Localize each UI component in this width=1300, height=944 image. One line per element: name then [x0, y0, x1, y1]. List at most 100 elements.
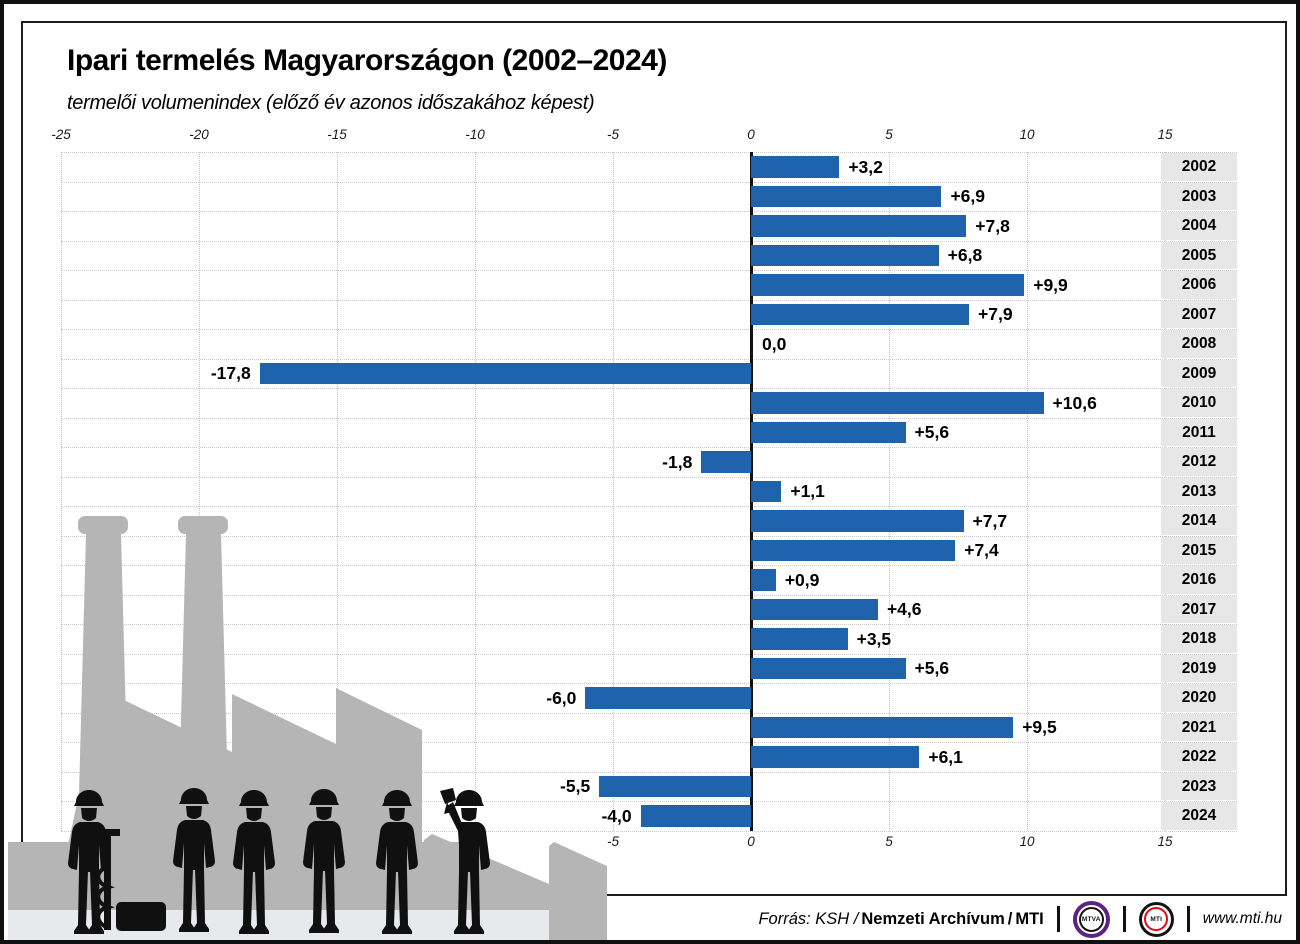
- year-label-2015: 2015: [1161, 536, 1237, 564]
- year-label-2006: 2006: [1161, 271, 1237, 299]
- value-label-2005: +6,8: [947, 245, 983, 265]
- bar-2017: [751, 598, 878, 620]
- gridline-horizontal: [61, 624, 1237, 625]
- bar-2002: [751, 156, 840, 178]
- jackhammer-handle: [96, 829, 120, 836]
- value-label-2023: -5,5: [560, 776, 591, 796]
- mti-logo: MTI: [1138, 901, 1174, 937]
- value-label-2021: +9,5: [1022, 717, 1057, 737]
- gridline-vertical: [337, 152, 338, 831]
- gridline-horizontal: [61, 152, 1237, 153]
- jackhammer: [104, 834, 111, 930]
- chimney: [179, 534, 228, 794]
- axis-tick-bottom: -5: [606, 834, 620, 849]
- mtva-logo-label: MTVA: [1078, 906, 1104, 932]
- gridline-horizontal: [61, 181, 1237, 183]
- bar-2020: [585, 687, 751, 709]
- value-label-2020: -6,0: [546, 687, 577, 708]
- value-label-2013: +1,1: [790, 481, 825, 501]
- year-label-2021: 2021: [1161, 713, 1237, 741]
- bar-2012: [701, 451, 751, 473]
- gridline-horizontal: [61, 683, 1237, 684]
- separator-bar: [1056, 906, 1060, 932]
- gridline-horizontal: [61, 565, 1237, 566]
- separator-bar: [1186, 906, 1190, 932]
- year-label-2022: 2022: [1161, 743, 1237, 771]
- axis-tick-top: 0: [747, 127, 755, 142]
- gridline-vertical: [475, 152, 476, 831]
- year-label-2011: 2011: [1161, 418, 1237, 446]
- x-axis-top: -25 -20 -15 -10 -5 0 5 10 15: [4, 127, 1296, 145]
- year-label-2008: 2008: [1161, 330, 1237, 358]
- axis-tick-top: -15: [327, 127, 347, 142]
- year-label-2023: 2023: [1161, 772, 1237, 800]
- year-label-2016: 2016: [1161, 566, 1237, 594]
- axis-tick-bottom: 15: [1157, 834, 1173, 849]
- gridline-horizontal: [61, 240, 1237, 242]
- gridline-horizontal: [61, 417, 1237, 419]
- gridline-horizontal: [61, 388, 1237, 389]
- source-text: Forrás: KSH / Nemzeti Archívum / MTI: [758, 909, 1044, 928]
- factory-workers-illustration: [8, 516, 607, 940]
- axis-tick-bottom: 5: [885, 834, 893, 849]
- gridline-horizontal: [61, 329, 1237, 330]
- axis-tick-bottom: 10: [1019, 834, 1035, 849]
- bar-2015: [751, 539, 956, 561]
- compressor-box: [116, 902, 166, 931]
- gridline-vertical: [889, 152, 890, 831]
- year-label-2024: 2024: [1161, 802, 1237, 830]
- bar-2007: [751, 303, 970, 325]
- bar-2019: [751, 657, 906, 679]
- website-link[interactable]: www.mti.hu: [1202, 910, 1282, 927]
- year-label-2007: 2007: [1161, 300, 1237, 328]
- value-label-2022: +6,1: [928, 746, 963, 767]
- ground-band: [8, 910, 549, 940]
- axis-tick-top: -5: [606, 127, 620, 142]
- bar-2023: [599, 775, 751, 797]
- chimney-cap: [78, 516, 128, 534]
- year-label-2018: 2018: [1161, 625, 1237, 653]
- gridline-horizontal: [61, 299, 1237, 301]
- axis-tick-top: -20: [189, 127, 209, 142]
- chimney-cap: [178, 516, 228, 534]
- year-label-2004: 2004: [1161, 212, 1237, 240]
- gridline-horizontal: [61, 801, 1237, 802]
- value-label-2002: +3,2: [848, 156, 883, 177]
- gridline-horizontal: [61, 771, 1237, 773]
- bar-2014: [751, 510, 964, 532]
- year-label-2013: 2013: [1161, 477, 1237, 505]
- x-axis-bottom: -5 0 5 10 15: [4, 834, 1296, 852]
- gridline-horizontal: [61, 535, 1237, 537]
- axis-tick-top: 15: [1157, 127, 1173, 142]
- bar-2022: [751, 746, 920, 768]
- value-label-2024: -4,0: [601, 805, 632, 826]
- separator-bar: [1122, 906, 1126, 932]
- bar-2013: [751, 480, 782, 502]
- bar-2005: [751, 244, 939, 266]
- value-label-2007: +7,9: [978, 304, 1013, 324]
- axis-tick-top: -25: [51, 127, 71, 142]
- year-label-2019: 2019: [1161, 654, 1237, 682]
- gridline-vertical: [61, 152, 62, 831]
- gridline-horizontal: [61, 358, 1237, 360]
- bar-2009: [259, 362, 751, 384]
- gridline-horizontal: [61, 653, 1237, 655]
- year-label-2012: 2012: [1161, 448, 1237, 476]
- bar-2021: [751, 716, 1014, 738]
- value-label-2012: -1,8: [662, 451, 693, 472]
- page-subtitle: termelői volumenindex (előző év azonos i…: [67, 92, 595, 114]
- gridline-horizontal: [61, 506, 1237, 507]
- page-title: Ipari termelés Magyarországon (2002–2024…: [67, 44, 667, 77]
- year-label-2005: 2005: [1161, 241, 1237, 269]
- value-label-2019: +5,6: [914, 658, 950, 678]
- year-label-2010: 2010: [1161, 389, 1237, 417]
- gridline-vertical: [199, 152, 200, 831]
- bar-2010: [751, 392, 1044, 414]
- axis-tick-top: -10: [465, 127, 485, 142]
- value-label-2003: +6,9: [950, 186, 985, 206]
- year-label-2002: 2002: [1161, 153, 1237, 181]
- gridline-vertical: [1027, 152, 1028, 831]
- footer-credits: Forrás: KSH / Nemzeti Archívum / MTI MTVA M…: [758, 898, 1282, 940]
- bar-2003: [751, 185, 942, 207]
